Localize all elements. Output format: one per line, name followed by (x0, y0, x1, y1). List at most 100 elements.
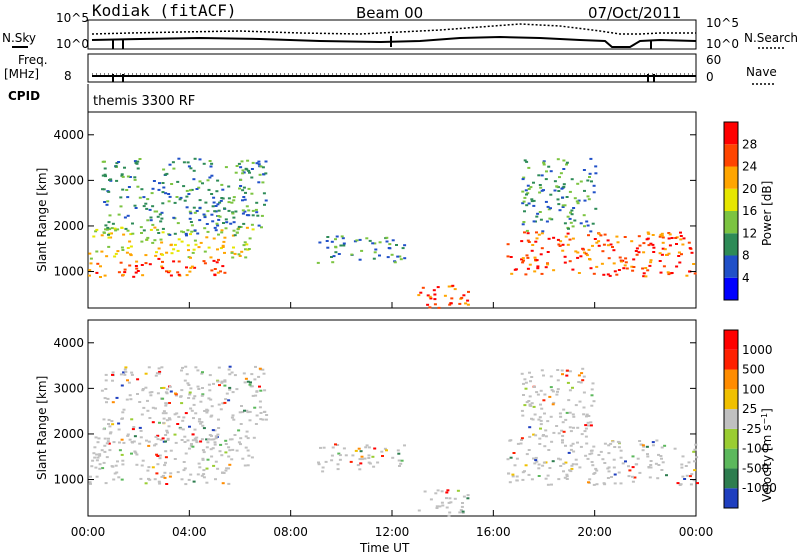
colorbar-segment (724, 144, 738, 167)
data-cell (123, 166, 126, 169)
data-cell (156, 438, 160, 441)
data-cell (208, 160, 212, 162)
data-cell (466, 494, 470, 497)
data-cell (428, 295, 432, 298)
data-cell (350, 253, 354, 256)
data-cell (136, 378, 140, 381)
data-cell (142, 205, 146, 208)
data-cell (587, 234, 590, 237)
colorbar-segment (724, 409, 738, 429)
data-cell (521, 478, 525, 481)
data-cell (128, 438, 132, 441)
data-cell (570, 464, 574, 467)
data-cell (534, 456, 538, 459)
data-cell (182, 185, 186, 188)
data-cell (515, 457, 519, 460)
data-cell (542, 161, 546, 164)
data-cell (538, 443, 542, 445)
data-cell (322, 446, 326, 449)
date-title: 07/Oct/2011 (588, 4, 681, 22)
data-cell (190, 224, 194, 227)
data-cell (562, 470, 565, 473)
data-cell (583, 430, 587, 433)
data-cell (571, 237, 575, 240)
data-cell (585, 220, 589, 223)
data-cell (540, 272, 544, 275)
data-cell (186, 229, 190, 232)
data-cell (243, 381, 247, 384)
data-cell (245, 168, 249, 171)
data-cell (573, 197, 577, 200)
data-cell (196, 232, 200, 235)
data-cell (146, 469, 150, 472)
data-cell (198, 158, 202, 161)
colorbar-segment (724, 277, 738, 300)
data-cell (660, 234, 664, 237)
data-cell (367, 457, 371, 459)
data-cell (211, 429, 215, 432)
data-cell (606, 239, 610, 242)
xtick-label: 12:00 (375, 525, 410, 539)
data-cell (167, 417, 171, 420)
data-cell (245, 430, 249, 433)
data-cell (524, 464, 528, 467)
colorbar-tick-label: 20 (742, 182, 757, 196)
data-cell (534, 258, 537, 261)
data-cell (358, 458, 362, 461)
data-cell (616, 440, 620, 443)
data-cell (230, 371, 234, 374)
data-cell (562, 168, 566, 170)
data-cell (695, 456, 699, 459)
data-cell (557, 190, 561, 192)
data-cell (552, 236, 556, 239)
data-cell (132, 275, 136, 278)
data-cell (660, 253, 664, 256)
data-cell (227, 467, 230, 470)
data-cell (111, 371, 115, 374)
data-cell (232, 196, 236, 199)
data-cell (167, 193, 171, 195)
data-cell (176, 249, 180, 252)
data-cell (398, 255, 402, 258)
data-cell (107, 423, 110, 425)
data-cell (566, 243, 570, 246)
data-cell (228, 365, 232, 368)
data-cell (231, 448, 235, 451)
data-cell (572, 450, 576, 453)
data-cell (619, 259, 623, 262)
data-cell (399, 258, 403, 261)
data-cell (221, 188, 225, 191)
data-cell (217, 215, 221, 217)
data-cell (215, 222, 219, 225)
data-cell (253, 378, 257, 381)
data-cell (572, 415, 576, 418)
data-cell (688, 475, 692, 478)
data-cell (525, 254, 529, 257)
data-cell (159, 238, 163, 241)
data-cell (586, 195, 590, 198)
data-cell (230, 416, 234, 419)
data-cell (563, 476, 567, 479)
data-cell (201, 424, 205, 427)
data-cell (577, 374, 581, 377)
data-cell (232, 418, 236, 421)
data-cell (561, 439, 564, 442)
xtick-label: 00:00 (679, 525, 714, 539)
data-cell (548, 467, 552, 469)
data-cell (221, 244, 225, 247)
data-cell (103, 160, 106, 163)
colorbar-segment (724, 349, 738, 370)
data-cell (563, 222, 567, 225)
data-cell (171, 161, 175, 164)
data-cell (117, 271, 121, 274)
data-cell (639, 443, 643, 446)
data-cell (193, 211, 197, 214)
data-cell (336, 468, 340, 471)
data-cell (587, 248, 591, 251)
data-cell (103, 274, 107, 277)
data-cell (530, 478, 534, 481)
data-cell (611, 440, 615, 443)
data-cell (187, 478, 191, 481)
data-cell (173, 232, 177, 235)
data-cell (159, 220, 163, 223)
